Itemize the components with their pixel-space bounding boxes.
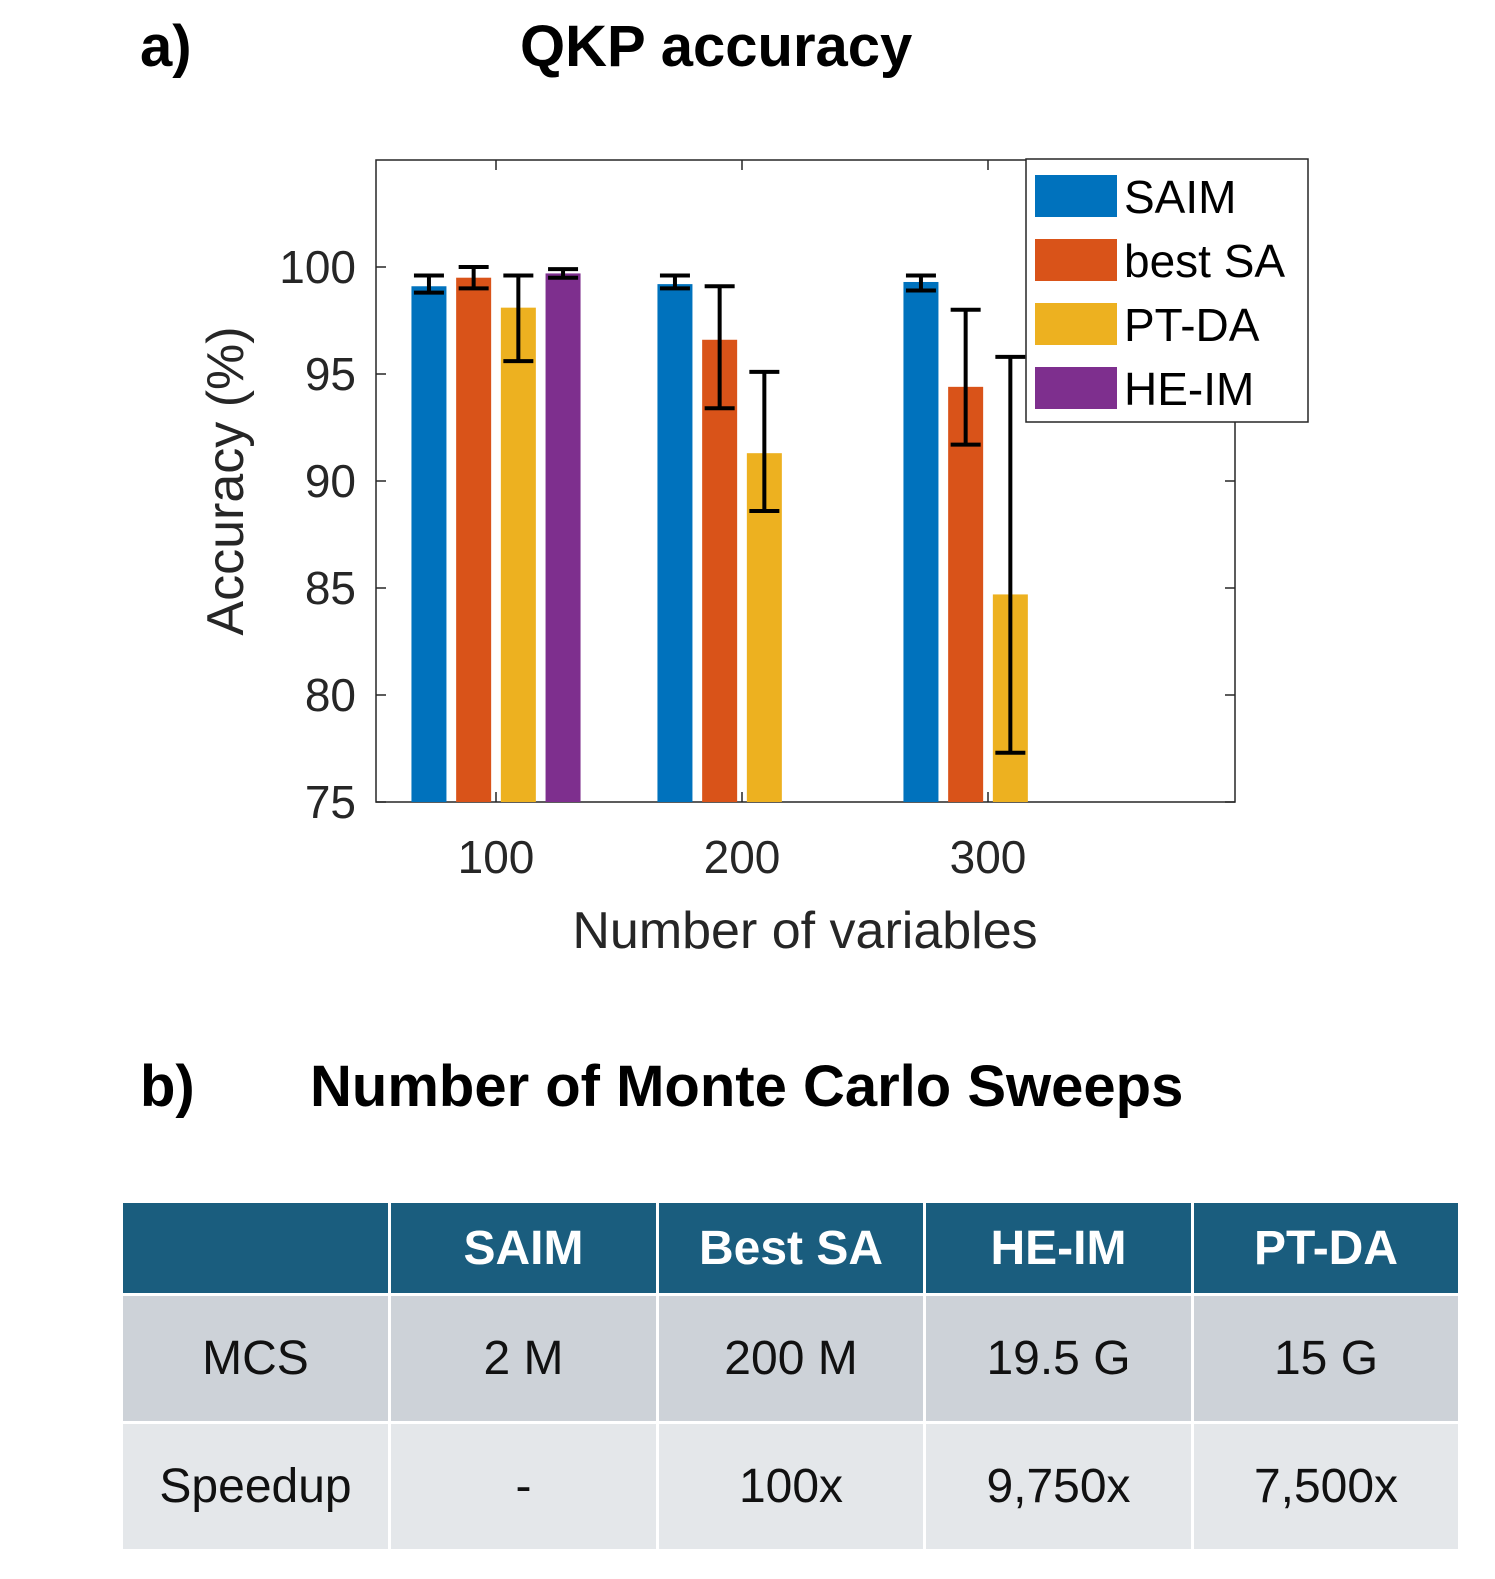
table-title: Number of Monte Carlo Sweeps bbox=[310, 1054, 1184, 1119]
bar-he-im-100 bbox=[545, 273, 581, 802]
bar-best-sa-100 bbox=[456, 277, 492, 802]
legend-swatch-pt-da bbox=[1035, 303, 1117, 345]
bar-best-sa-300 bbox=[948, 386, 984, 802]
y-tick-label: 75 bbox=[305, 776, 356, 828]
row-label-mcs: MCS bbox=[120, 1293, 391, 1424]
x-axis-label: Number of variables bbox=[572, 902, 1037, 960]
bar-saim-100 bbox=[411, 286, 447, 802]
x-tick-label: 100 bbox=[458, 831, 535, 883]
x-tick-label: 200 bbox=[704, 831, 781, 883]
mcs-table: SAIM Best SA HE-IM PT-DA MCS 2 M 200 M 1… bbox=[120, 1200, 1461, 1552]
table-row-mcs: MCS 2 M 200 M 19.5 G 15 G bbox=[120, 1293, 1461, 1424]
header-cell-pt-da: PT-DA bbox=[1191, 1200, 1461, 1296]
legend-label: HE-IM bbox=[1124, 363, 1254, 415]
speedup-pt-da-cell: 7,500x bbox=[1191, 1421, 1461, 1552]
chart-title: QKP accuracy bbox=[520, 14, 913, 79]
legend-swatch-he-im bbox=[1035, 367, 1117, 409]
legend-label: PT-DA bbox=[1124, 299, 1260, 351]
y-tick-label: 85 bbox=[305, 562, 356, 614]
y-tick-label: 100 bbox=[279, 241, 356, 293]
table-header-row: SAIM Best SA HE-IM PT-DA bbox=[120, 1200, 1461, 1296]
header-cell-saim: SAIM bbox=[388, 1200, 659, 1296]
speedup-saim-cell: - bbox=[388, 1421, 659, 1552]
accuracy-bar-chart: 75 80 85 90 95 100 100 200 300 Number of variable… bbox=[197, 158, 1309, 960]
legend-label: SAIM bbox=[1124, 171, 1236, 223]
speedup-best-sa-cell: 100x bbox=[656, 1421, 926, 1552]
y-tick-label: 90 bbox=[305, 455, 356, 507]
panel-a-label: a) bbox=[140, 14, 192, 79]
y-axis-label: Accuracy (%) bbox=[197, 326, 255, 635]
header-cell-best-sa: Best SA bbox=[656, 1200, 926, 1296]
bar-saim-200 bbox=[657, 284, 693, 802]
table-row-speedup: Speedup - 100x 9,750x 7,500x bbox=[120, 1421, 1461, 1552]
row-label-speedup: Speedup bbox=[120, 1421, 391, 1552]
mcs-saim-cell: 2 M bbox=[388, 1293, 659, 1424]
y-tick-label: 80 bbox=[305, 669, 356, 721]
panel-b-label: b) bbox=[140, 1054, 195, 1119]
speedup-he-im-cell: 9,750x bbox=[923, 1421, 1194, 1552]
bar-pt-da-100 bbox=[500, 307, 536, 802]
mcs-pt-da-cell: 15 G bbox=[1191, 1293, 1461, 1424]
legend-label: best SA bbox=[1124, 235, 1285, 287]
mcs-best-sa-cell: 200 M bbox=[656, 1293, 926, 1424]
header-cell-empty bbox=[120, 1200, 391, 1296]
y-tick-label: 95 bbox=[305, 348, 356, 400]
bar-saim-300 bbox=[903, 281, 939, 803]
bar-best-sa-200 bbox=[702, 339, 738, 802]
legend-swatch-best-sa bbox=[1035, 239, 1117, 281]
x-tick-label: 300 bbox=[950, 831, 1027, 883]
mcs-he-im-cell: 19.5 G bbox=[923, 1293, 1194, 1424]
header-cell-he-im: HE-IM bbox=[923, 1200, 1194, 1296]
legend-swatch-saim bbox=[1035, 175, 1117, 217]
